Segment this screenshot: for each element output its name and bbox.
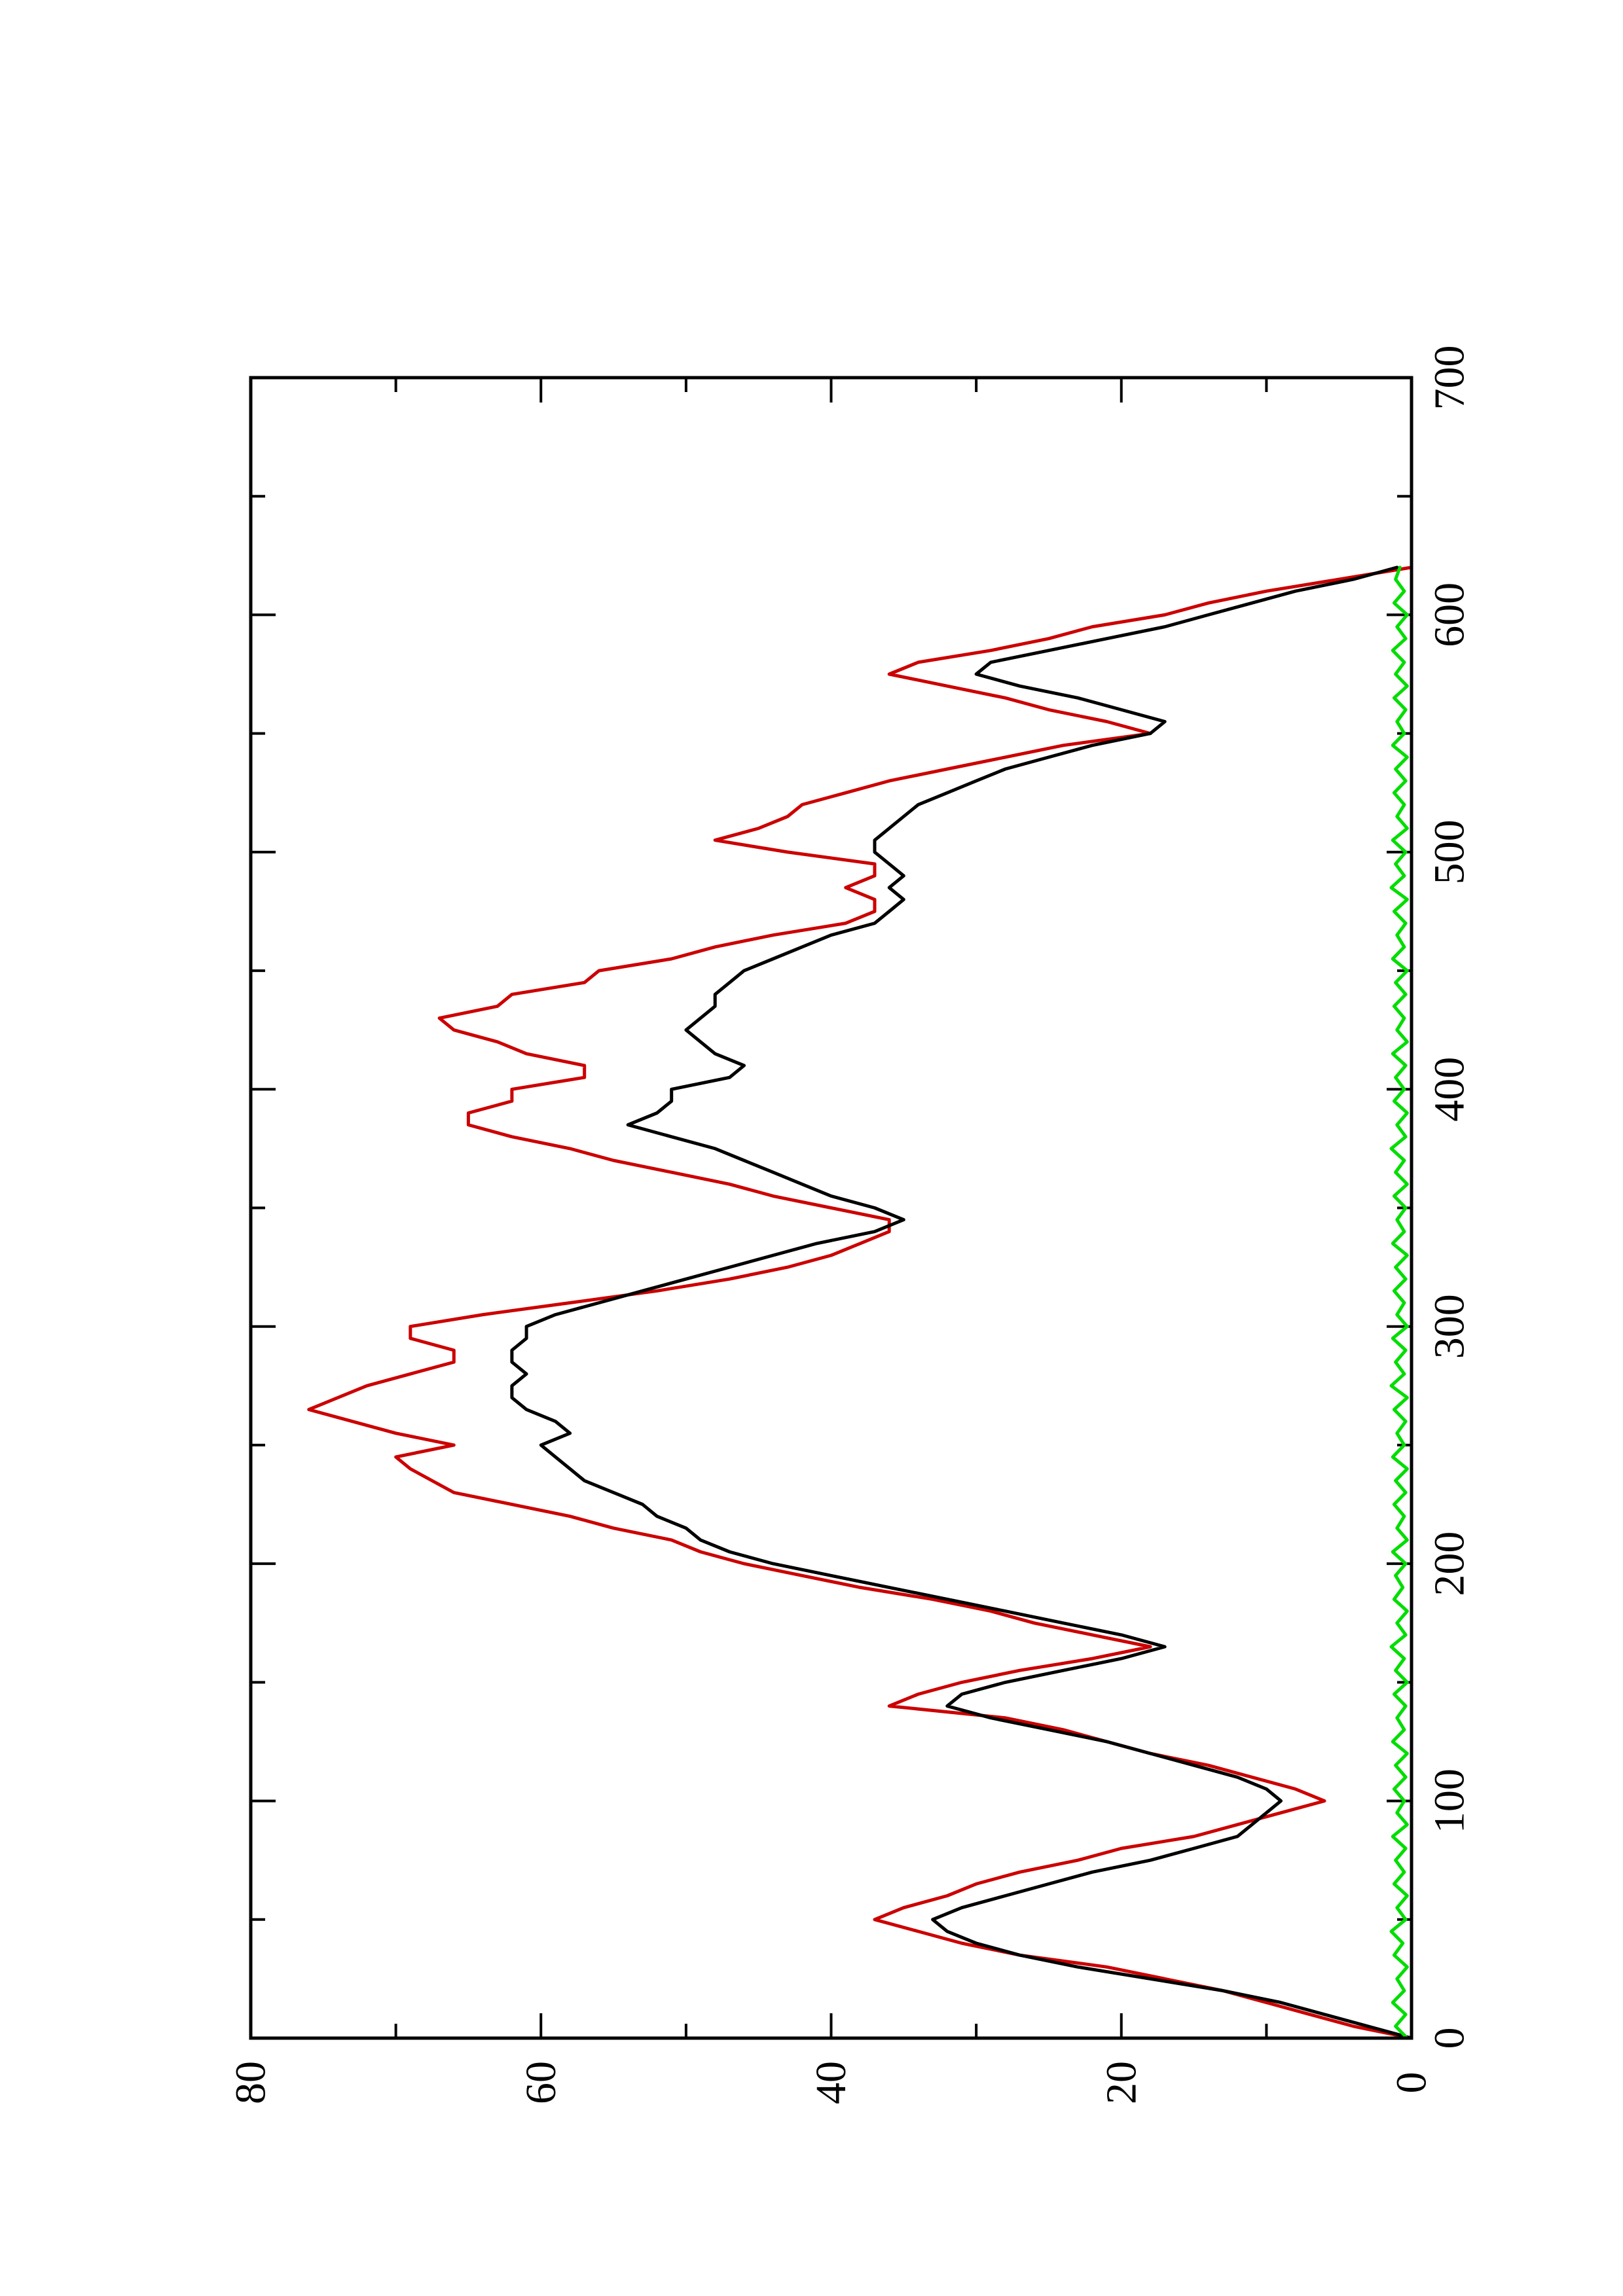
x-tick-label: 600 [1426,583,1474,647]
y-tick-label: 0 [1388,2072,1436,2094]
series-line-3 [1389,565,1409,2040]
x-tick-label: 400 [1426,1057,1474,1122]
x-tick-label: 300 [1426,1294,1474,1359]
plot-frame [249,376,1413,2040]
tick-labels: 0 100 200 300 400 500 600 700 0 20 40 60 80 [227,346,1474,2105]
x-tick-label: 700 [1426,346,1474,410]
y-tick-label: 40 [807,2061,855,2104]
x-tick-label: 100 [1426,1768,1474,1833]
series-line-2 [510,565,1413,2040]
y-tick-label: 80 [227,2061,275,2104]
y-tick-label: 20 [1097,2061,1145,2104]
x-tick-label: 200 [1426,1532,1474,1596]
y-tick-label: 60 [517,2061,565,2104]
x-tick-label: 500 [1426,819,1474,884]
series-line-1 [307,565,1413,2040]
chart-series [307,565,1413,2040]
x-tick-label: 0 [1426,2028,1474,2049]
